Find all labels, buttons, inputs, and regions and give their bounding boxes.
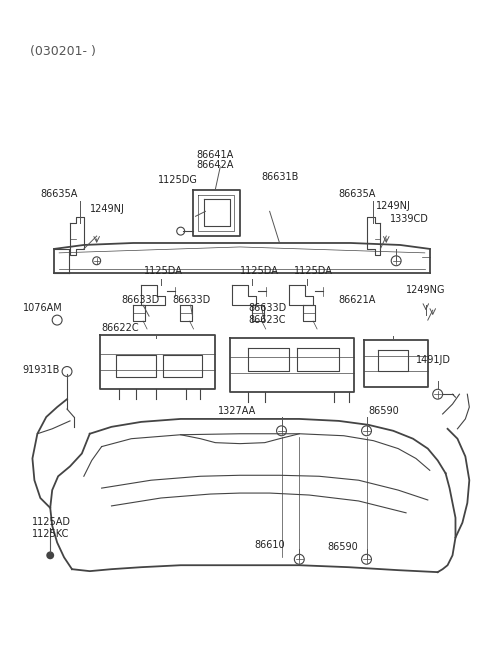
- Text: 86621A: 86621A: [339, 295, 376, 305]
- Text: 86631B: 86631B: [262, 172, 299, 182]
- Text: 1125DA: 1125DA: [294, 266, 333, 276]
- Text: 86623C: 86623C: [248, 315, 286, 325]
- Text: 86633D: 86633D: [173, 295, 211, 305]
- Text: 1249NG: 1249NG: [406, 286, 445, 295]
- Text: 1125KC: 1125KC: [33, 529, 70, 538]
- Text: 86610: 86610: [255, 540, 286, 550]
- Text: 1249NJ: 1249NJ: [90, 204, 125, 214]
- Text: 86590: 86590: [369, 406, 399, 416]
- Text: 91931B: 91931B: [23, 365, 60, 375]
- Text: 1125DG: 1125DG: [158, 175, 198, 185]
- Text: 86622C: 86622C: [102, 323, 139, 333]
- Text: 1327AA: 1327AA: [218, 406, 256, 416]
- Text: 86633D: 86633D: [248, 303, 286, 313]
- Text: 1491JD: 1491JD: [416, 354, 451, 365]
- Circle shape: [46, 552, 54, 559]
- Text: 1249NJ: 1249NJ: [376, 202, 411, 212]
- Text: 86642A: 86642A: [196, 160, 234, 170]
- Text: 86635A: 86635A: [40, 189, 78, 198]
- Text: 86635A: 86635A: [339, 189, 376, 198]
- Text: 1076AM: 1076AM: [23, 303, 62, 313]
- Text: 86633D: 86633D: [121, 295, 160, 305]
- Text: (030201- ): (030201- ): [30, 45, 96, 58]
- Text: 1125AD: 1125AD: [33, 517, 72, 527]
- Text: 86590: 86590: [327, 542, 358, 552]
- Text: 1125DA: 1125DA: [240, 266, 279, 276]
- Text: 1125DA: 1125DA: [144, 266, 183, 276]
- Text: 86641A: 86641A: [196, 150, 234, 160]
- Text: 1339CD: 1339CD: [390, 214, 429, 224]
